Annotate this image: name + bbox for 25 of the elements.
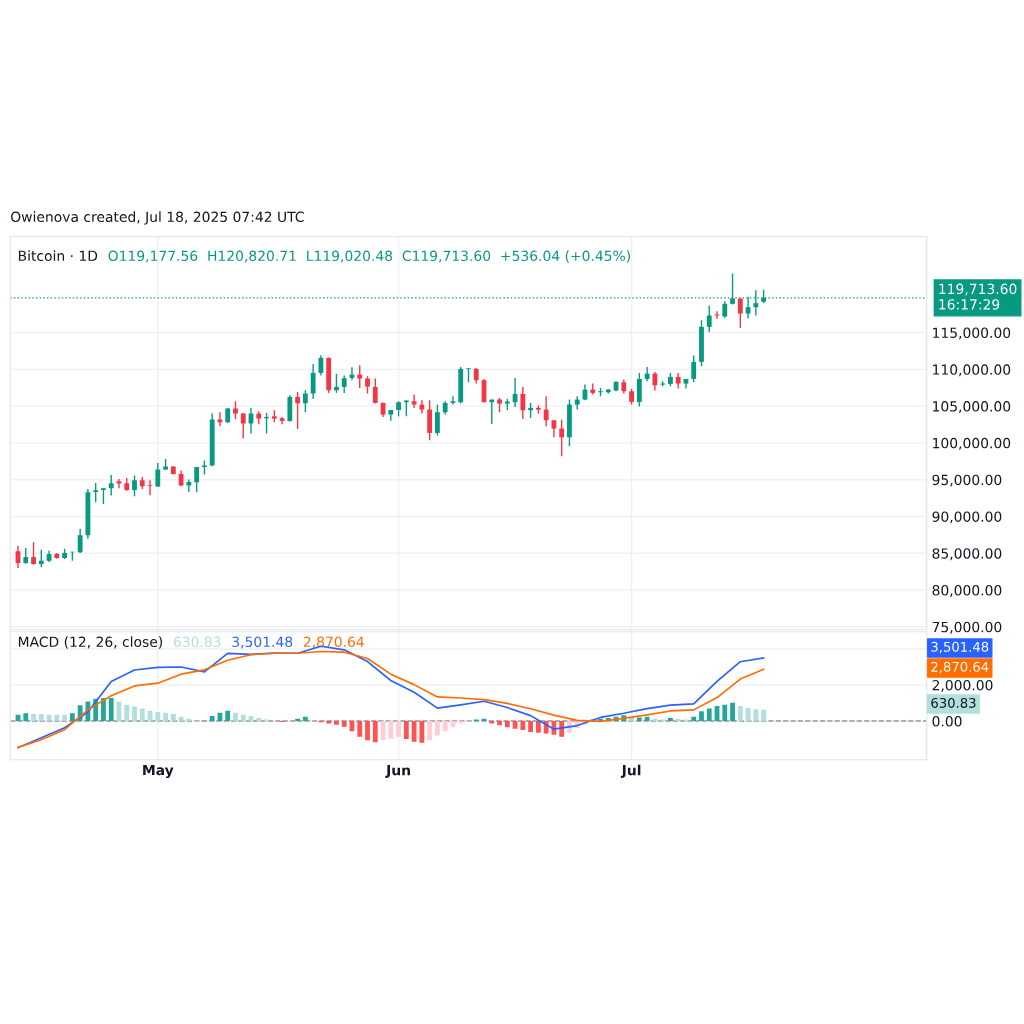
y-tick-label: 105,000.00 [933,401,1011,414]
text: 3,501.48 [931,641,989,654]
text: 630.83 [931,697,976,708]
annotation: O119,177.56 H120,820.71 L119,020.48 C119,713.60 +536.04 (+0.45%) [108,250,630,263]
y-tick-label: 95,000.00 [932,474,1002,487]
text: 2,870.64 [931,661,989,674]
x-tick-label: Jul [620,764,641,778]
chart-title: MACD (12, 26, close) [18,636,163,649]
y-tick-label: 85,000.00 [932,548,1002,561]
text: Bitcoin · 1D [18,250,98,262]
y-tick-label: 90,000.00 [932,511,1002,524]
annotation: 630.83 [173,636,221,648]
y-tick-label: 110,000.00 [933,364,1011,377]
y-tick-label: 100,000.00 [933,437,1011,450]
y-tick-label: 0.00 [932,716,962,727]
annotation: 2,870.64 [303,636,364,649]
annotation: 3,501.48 [232,636,293,649]
y-tick-label: 75,000.00 [932,621,1002,634]
text: Owienova created, Jul 18, 2025 07:42 UTC [11,211,304,225]
ref-line-label: 119,713.60 16:17:29 [939,283,1017,310]
x-tick-label: Jun [385,765,410,778]
x-tick-label: May [143,764,174,779]
y-tick-label: 80,000.00 [932,585,1002,597]
y-tick-label: 2,000.00 [932,679,993,692]
y-tick-label: 115,000.00 [933,327,1011,340]
